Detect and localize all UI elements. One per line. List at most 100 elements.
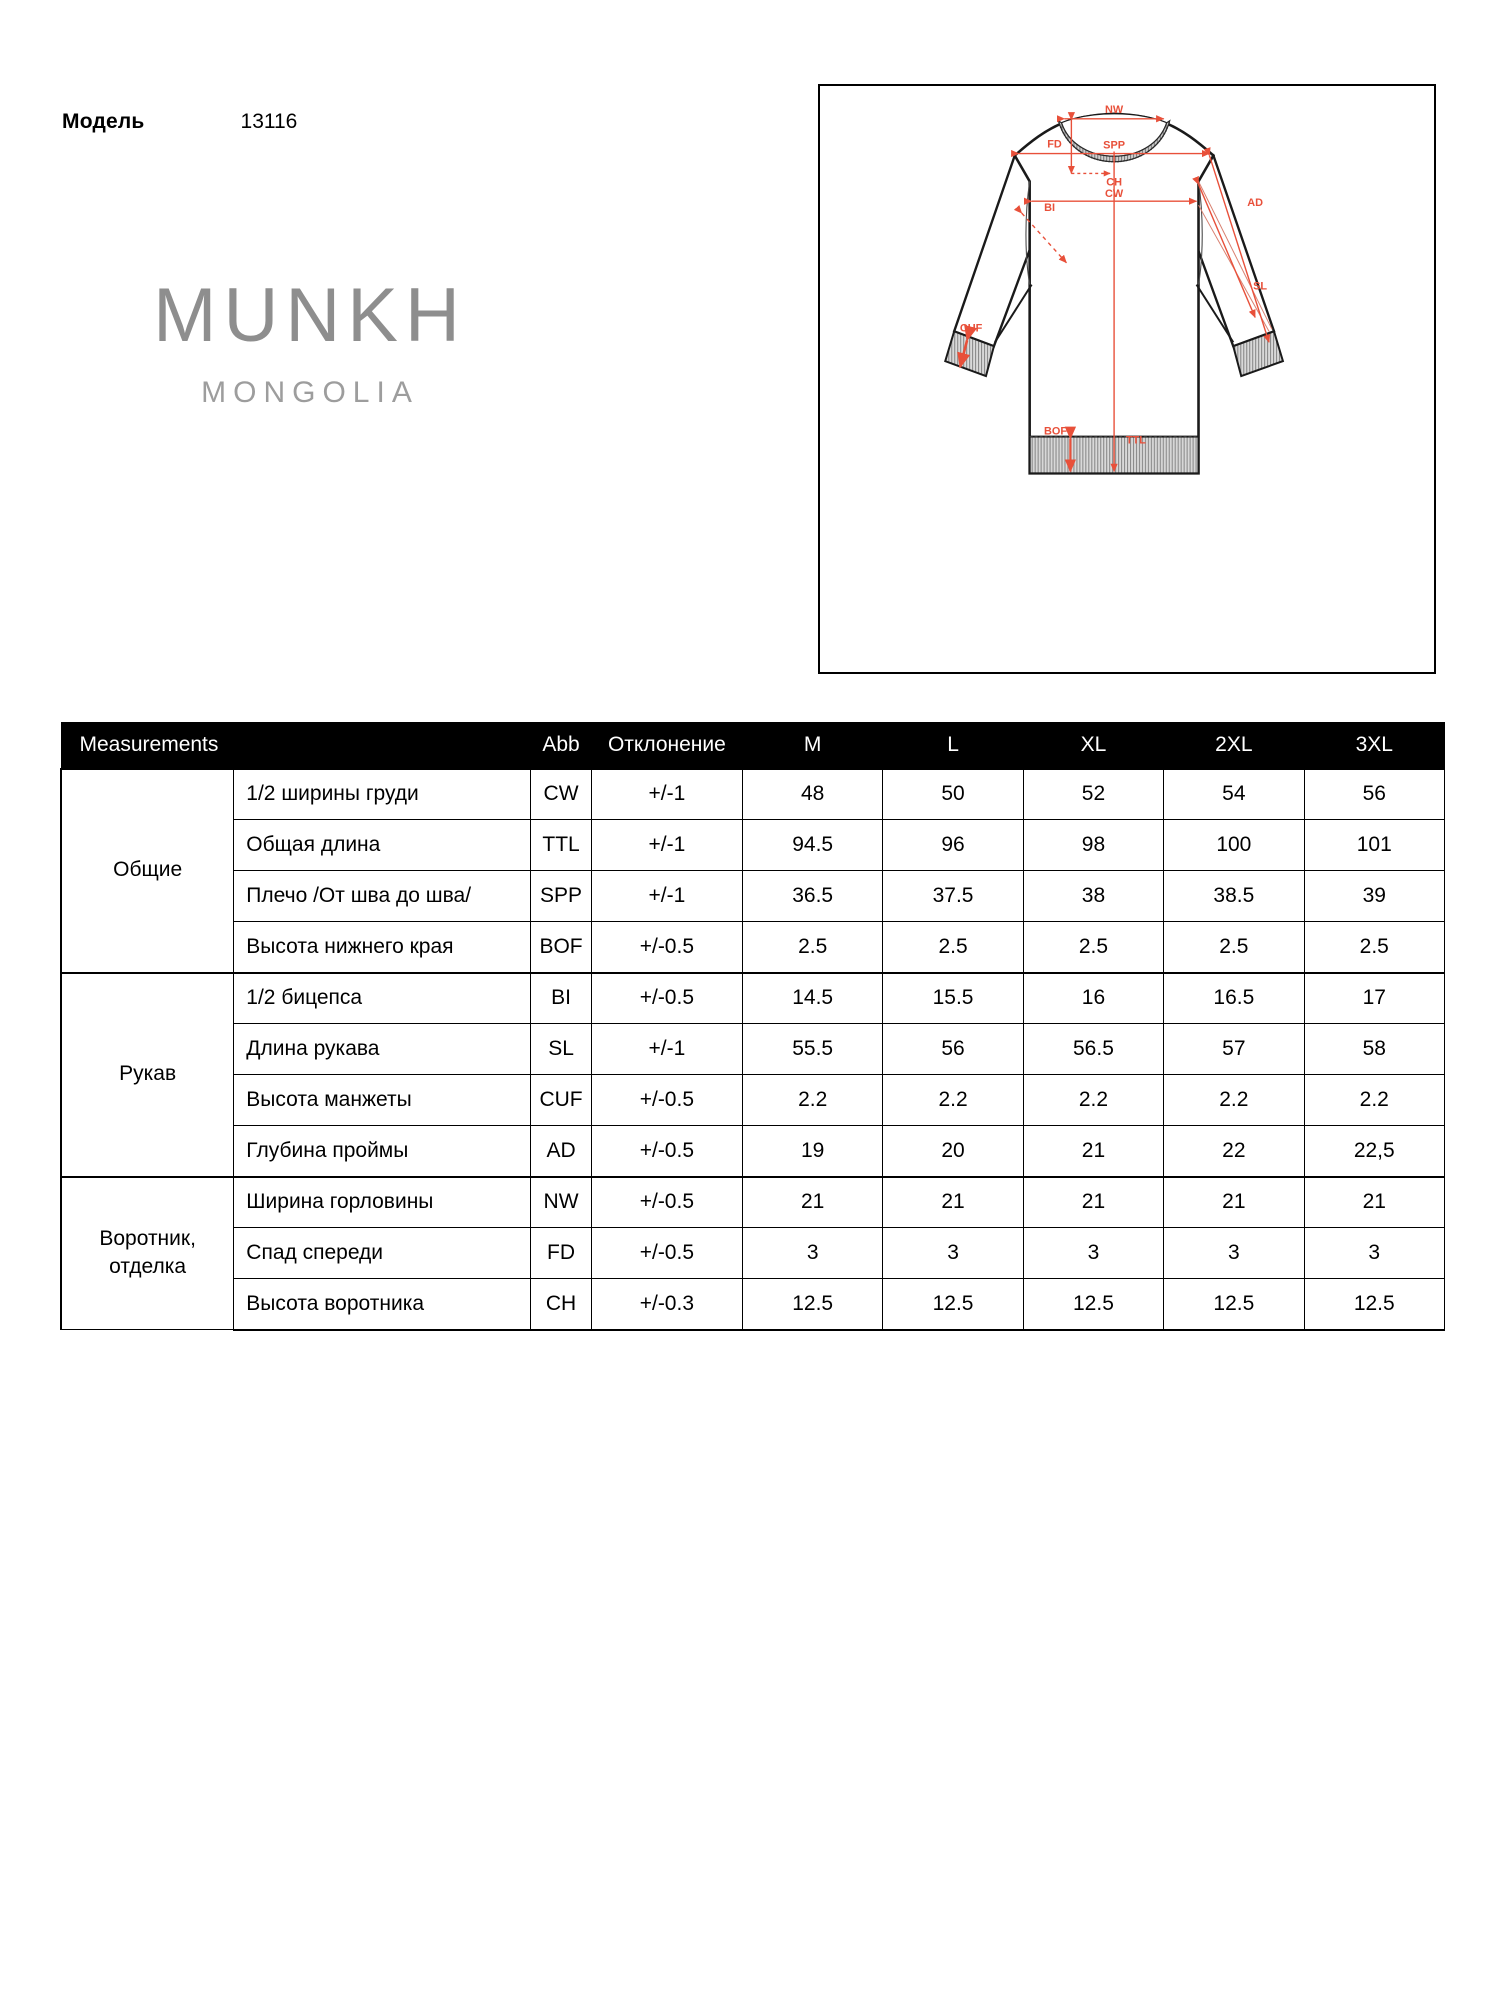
measurement-value-xl: 52 [1022,767,1165,820]
measurement-abbreviation: AD [530,1125,592,1177]
measurement-tolerance: +/-0.5 [590,1125,743,1177]
measurement-value-xl: 12.5 [1022,1278,1165,1331]
measurement-tolerance: +/-1 [590,819,743,871]
measurement-abbreviation: SL [530,1023,592,1075]
table-row: Длина рукава SL +/-1 55.5 56 56.5 57 58 [61,1023,1446,1075]
measurement-value-m: 2.2 [741,1074,884,1126]
measurement-value-3xl: 101 [1303,819,1446,871]
table-row: Глубина проймы AD +/-0.5 19 20 21 22 22,5 [61,1125,1446,1177]
measurement-name: Глубина проймы [233,1125,532,1177]
measurement-value-3xl: 2.5 [1303,921,1446,973]
measurement-abbreviation: CH [530,1278,592,1331]
measurement-value-2xl: 3 [1163,1227,1305,1279]
measurement-tolerance: +/-1 [590,870,743,922]
measurement-tolerance: +/-0.5 [590,971,743,1024]
measurement-name: Высота нижнего края [233,921,532,973]
measurement-value-m: 2.5 [741,921,884,973]
measurement-value-m: 14.5 [741,971,884,1024]
measurement-value-m: 55.5 [741,1023,884,1075]
header-tolerance: Отклонение [590,722,743,769]
table-header-row: Measurements Abb Отклонение M L XL 2XL 3… [60,722,1446,769]
measurement-value-xl: 21 [1022,1175,1165,1228]
measurement-abbreviation: TTL [530,819,592,871]
measurement-value-m: 21 [741,1175,884,1228]
header-size-3xl: 3XL [1303,722,1446,769]
table-row: Общие 1/2 ширины груди CW +/-1 48 50 52 54 56 [60,767,1446,973]
measurement-name: 1/2 бицепса [233,971,532,1024]
measurement-abbreviation: NW [530,1175,592,1228]
model-number: 13116 [240,110,298,133]
measurement-group-label: Воротник, отделка [60,1175,235,1330]
header-abb: Abb [530,722,592,769]
measurement-name: Длина рукава [233,1023,532,1075]
measurement-value-2xl: 54 [1163,767,1305,820]
measurement-value-l: 15.5 [882,971,1024,1024]
technical-drawing-panel: NW SPP FD CH BI AD CW SL CUF TTL BOF [818,84,1436,674]
table-body: Общие 1/2 ширины груди CW +/-1 48 50 52 54 56 Общ… [60,767,1446,1331]
brand-name: MUNKH [153,273,467,358]
measurement-value-m: 12.5 [741,1278,884,1331]
measurement-value-xl: 3 [1022,1227,1165,1279]
table-row: Рукав 1/2 бицепса BI +/-0.5 14.5 15.5 16 16.5 17 [60,971,1446,1177]
measurement-name: Плечо /От шва до шва/ [233,870,532,922]
measurement-value-m: 3 [741,1227,884,1279]
measurement-abbreviation: CUF [530,1074,592,1126]
measurement-abbreviation: BI [530,971,592,1024]
label-nw: NW [1105,104,1124,116]
header-size-2xl: 2XL [1163,722,1305,769]
measurement-value-m: 94.5 [741,819,884,871]
measurement-name: Общая длина [233,819,532,871]
label-cuf: CUF [960,322,983,334]
label-sl: SL [1253,281,1267,293]
brand-logo: MUNKH MONGOLIA [110,278,510,408]
measurement-value-l: 96 [882,819,1024,871]
label-ttl: TTL [1126,435,1146,447]
measurement-value-3xl: 21 [1303,1175,1446,1228]
measurement-value-m: 19 [741,1125,884,1177]
measurement-tolerance: +/-1 [590,1023,743,1075]
measurement-tolerance: +/-1 [590,767,743,820]
measurement-group-label: Общие [60,767,235,973]
table-header: Measurements Abb Отклонение M L XL 2XL 3… [60,722,1446,769]
header-size-xl: XL [1022,722,1165,769]
measurement-value-3xl: 12.5 [1303,1278,1446,1331]
measurement-tolerance: +/-0.5 [590,1074,743,1126]
measurement-value-l: 56 [882,1023,1024,1075]
measurement-value-2xl: 22 [1163,1125,1305,1177]
measurement-name: Высота манжеты [233,1074,532,1126]
measurement-value-l: 21 [882,1175,1024,1228]
model-label: Модель [62,110,145,133]
measurement-value-l: 2.2 [882,1074,1024,1126]
measurement-value-2xl: 12.5 [1163,1278,1305,1331]
measurement-value-2xl: 2.5 [1163,921,1305,973]
measurement-abbreviation: SPP [530,870,592,922]
measurement-value-3xl: 39 [1303,870,1446,922]
brand-subtitle: MONGOLIA [201,376,419,409]
label-spp: SPP [1103,140,1125,152]
measurement-name: Ширина горловины [233,1175,532,1228]
label-fd: FD [1047,139,1062,151]
table-row: Спад спереди FD +/-0.5 3 3 3 3 3 [61,1227,1446,1279]
measurement-value-3xl: 17 [1303,971,1446,1024]
measurement-value-2xl: 57 [1163,1023,1305,1075]
measurement-value-2xl: 38.5 [1163,870,1305,922]
measurement-value-xl: 56.5 [1022,1023,1165,1075]
measurement-value-2xl: 2.2 [1163,1074,1305,1126]
measurement-tolerance: +/-0.5 [590,1175,743,1228]
label-ch: CH [1106,176,1122,188]
header-size-l: L [882,722,1024,769]
measurement-group-label: Рукав [60,971,235,1177]
measurement-abbreviation: FD [530,1227,592,1279]
measurement-tolerance: +/-0.3 [590,1278,743,1331]
measurements-table: Measurements Abb Отклонение M L XL 2XL 3… [60,722,1446,1331]
measurement-value-l: 2.5 [882,921,1024,973]
measurement-abbreviation: CW [530,767,592,820]
measurement-tolerance: +/-0.5 [590,1227,743,1279]
measurement-value-xl: 21 [1022,1125,1165,1177]
measurement-value-3xl: 22,5 [1303,1125,1446,1177]
measurement-value-l: 50 [882,767,1024,820]
measurement-value-l: 20 [882,1125,1024,1177]
label-bi: BI [1044,202,1055,214]
measurement-value-l: 37.5 [882,870,1024,922]
table-row: Воротник, отделка Ширина горловины NW +/-0.5… [60,1175,1446,1330]
